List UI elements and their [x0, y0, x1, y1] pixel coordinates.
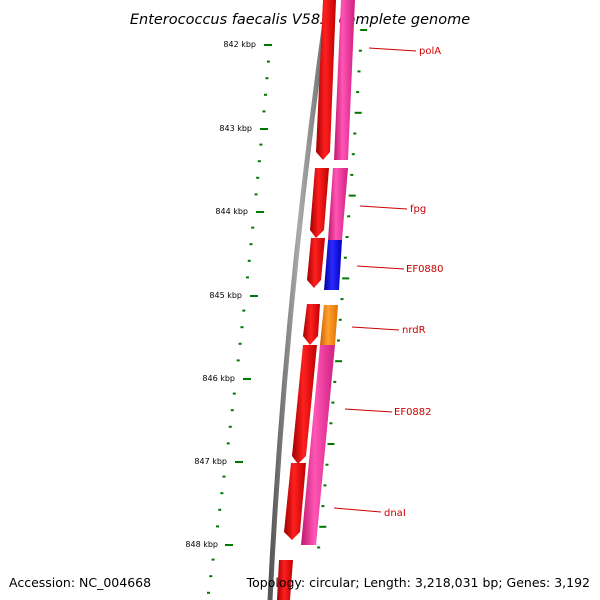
tick-label: 844 kbp — [215, 207, 248, 216]
gene-feature — [334, 0, 355, 160]
genome-summary-text: Topology: circular; Length: 3,218,031 bp… — [246, 575, 590, 590]
strand-marks — [317, 29, 368, 549]
callout-line — [368, 47, 417, 52]
cds-feature — [277, 560, 293, 600]
callout-line — [351, 326, 400, 331]
gene-strand — [301, 0, 355, 545]
cds-feature — [316, 0, 336, 160]
cds-strand — [277, 0, 336, 600]
callout-line — [344, 408, 393, 413]
gene-feature — [320, 305, 338, 345]
gene-callouts — [333, 47, 417, 513]
minor-ticks — [207, 60, 270, 594]
cds-feature — [307, 238, 325, 288]
accession-text: Accession: NC_004668 — [9, 575, 151, 590]
tick-label: 845 kbp — [209, 291, 242, 300]
gene-labels: polA fpg EF0880 nrdR EF0882 dnaI — [384, 46, 444, 519]
callout-line — [356, 265, 405, 270]
gene-label-dnaI: dnaI — [384, 508, 406, 519]
tick-label: 842 kbp — [223, 40, 256, 49]
map-title: Enterococcus faecalis V583, complete gen… — [130, 12, 470, 28]
gene-label-fpg: fpg — [410, 204, 426, 215]
gene-feature — [328, 168, 348, 240]
gene-label-EF0880: EF0880 — [406, 264, 444, 275]
cds-feature — [310, 168, 329, 238]
tick-labels: 842 kbp 843 kbp 844 kbp 845 kbp 846 kbp … — [185, 40, 256, 549]
gene-feature — [301, 345, 335, 545]
gene-label-EF0882: EF0882 — [394, 407, 432, 418]
backbone-ring — [267, 0, 331, 600]
tick-label: 848 kbp — [185, 540, 218, 549]
tick-label: 843 kbp — [219, 124, 252, 133]
major-ticks — [225, 44, 272, 546]
cds-feature — [303, 304, 320, 345]
callout-line — [359, 205, 408, 210]
callout-line — [333, 507, 382, 513]
cds-feature — [284, 463, 306, 540]
gene-label-nrdR: nrdR — [402, 325, 426, 336]
cds-feature — [292, 345, 317, 464]
tick-label: 846 kbp — [202, 374, 235, 383]
gene-label-polA: polA — [419, 46, 441, 57]
tick-label: 847 kbp — [194, 457, 227, 466]
gene-feature — [324, 240, 342, 290]
